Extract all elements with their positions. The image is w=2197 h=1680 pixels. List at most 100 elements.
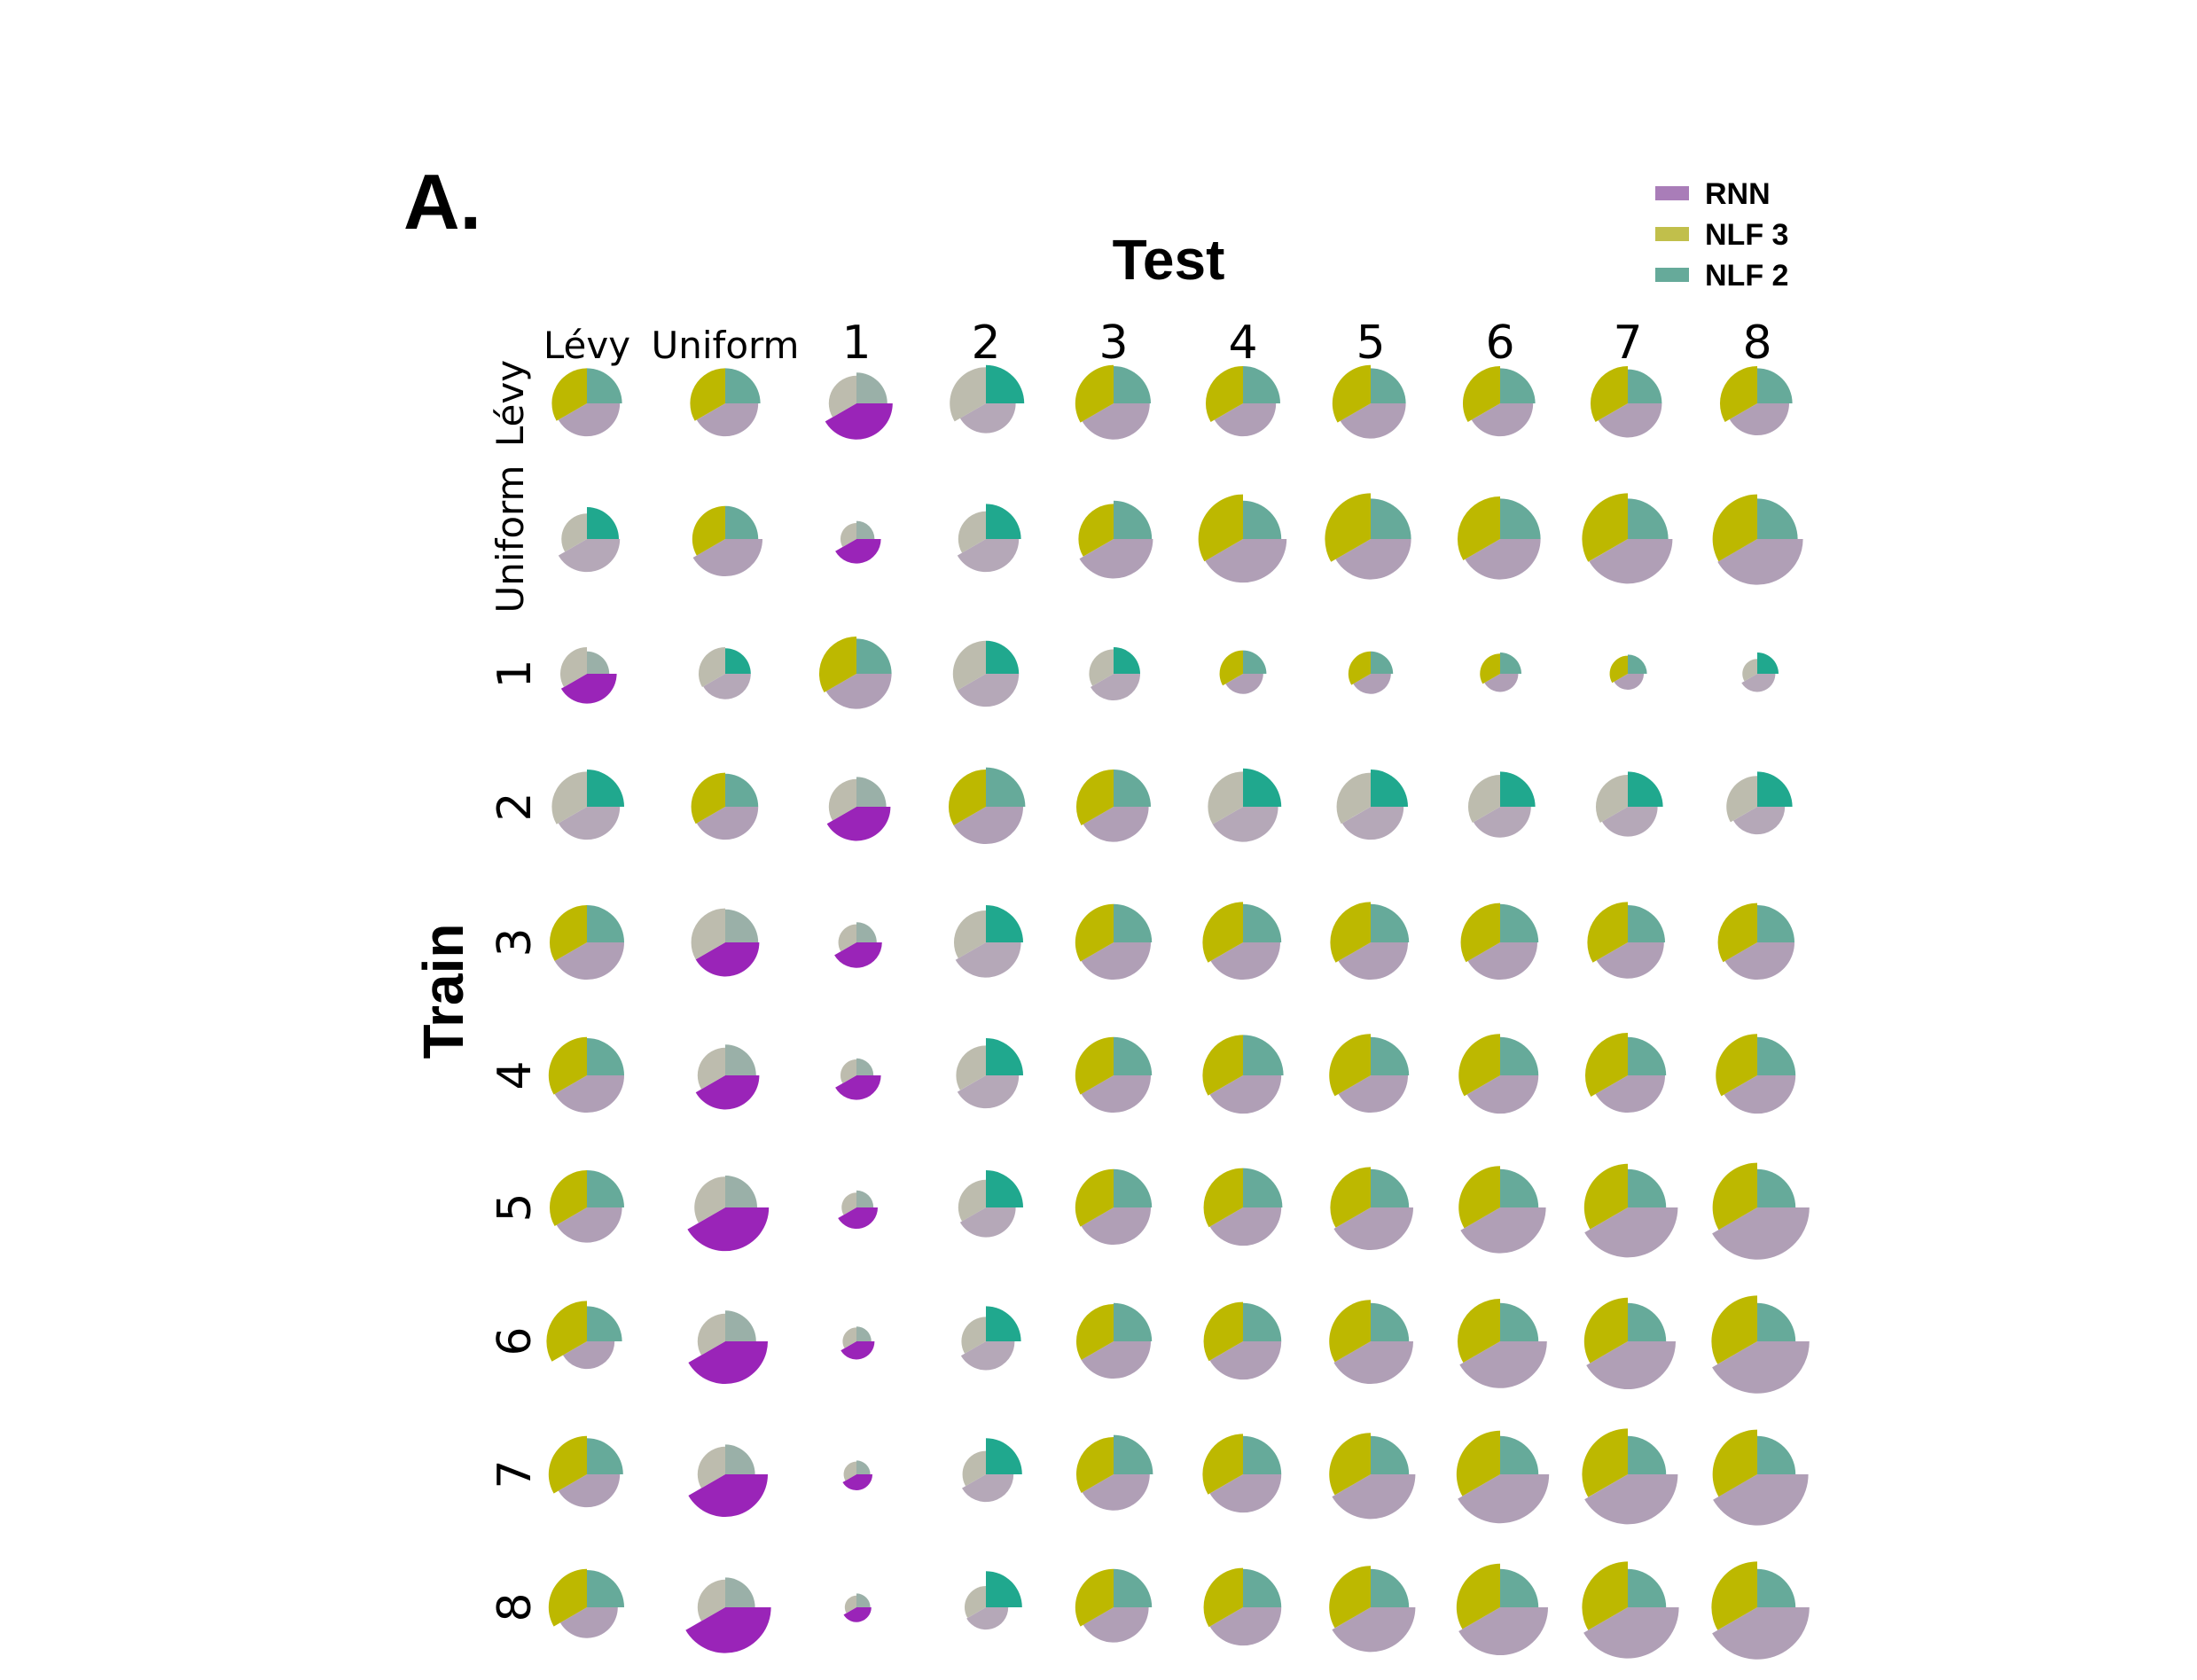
pie-cell-8-3	[1075, 1568, 1153, 1643]
pie-cell-4-6	[1458, 1034, 1539, 1114]
pie-cell-1-2	[952, 640, 1020, 707]
wedge-rnn	[1332, 1607, 1416, 1653]
wedge-nlf2	[1500, 1302, 1539, 1341]
wedge-nlf3	[697, 1579, 725, 1621]
wedge-nlf2	[1757, 1568, 1796, 1607]
wedge-rnn	[1459, 1341, 1547, 1388]
wedge-rnn	[1467, 942, 1537, 981]
wedge-nlf3	[1587, 902, 1628, 963]
wedge-nlf2	[1243, 1435, 1282, 1474]
wedge-nlf3	[698, 647, 725, 687]
pie-cell-4-4	[1202, 1035, 1284, 1114]
wedge-nlf3	[1075, 1036, 1114, 1095]
pie-cell-1-4	[1219, 650, 1267, 694]
wedge-nlf2	[1628, 1302, 1667, 1341]
column-label-7: 7	[1613, 316, 1642, 370]
legend-swatch-rnn	[1655, 186, 1689, 200]
pie-cell-3-5	[1330, 902, 1410, 981]
wedge-nlf3	[1198, 494, 1243, 562]
wedge-rnn	[558, 539, 621, 573]
wedge-nlf3	[561, 513, 587, 552]
wedge-nlf2	[1500, 771, 1536, 807]
wedge-nlf2	[587, 770, 624, 807]
wedge-nlf2	[1371, 368, 1406, 403]
wedge-nlf3	[843, 1461, 856, 1481]
wedge-nlf3	[1329, 1300, 1371, 1363]
wedge-rnn	[1335, 539, 1411, 580]
wedge-nlf3	[1457, 1299, 1500, 1363]
pie-cell-7-3	[1075, 1434, 1153, 1511]
pie-cell-8-5	[1329, 1566, 1416, 1653]
wedge-nlf2	[1757, 771, 1793, 807]
wedge-nlf3	[549, 1170, 587, 1226]
wedge-nlf3	[1348, 651, 1371, 685]
pie-cell-4-8	[1716, 1034, 1796, 1114]
wedge-nlf2	[1114, 1568, 1153, 1607]
column-label-8: 8	[1742, 316, 1771, 370]
wedge-rnn	[959, 1207, 1016, 1238]
wedge-nlf2	[1757, 1435, 1796, 1474]
pie-cell-8-4	[1203, 1567, 1282, 1646]
wedge-rnn	[1225, 674, 1263, 694]
wedge-rnn	[825, 403, 893, 440]
column-label-2: 2	[971, 316, 1000, 370]
wedge-rnn	[1209, 1207, 1282, 1246]
wedge-rnn	[1614, 674, 1644, 691]
wedge-nlf3	[1456, 1430, 1500, 1496]
wedge-rnn	[960, 1341, 1015, 1371]
wedge-nlf3	[1458, 1034, 1500, 1097]
wedge-nlf2	[587, 1438, 623, 1474]
wedge-nlf2	[856, 372, 887, 403]
wedge-nlf2	[1114, 647, 1140, 674]
pie-cell-3-2	[953, 905, 1023, 978]
wedge-rnn	[1484, 674, 1519, 692]
pie-cell-2-4	[1208, 768, 1282, 842]
wedge-nlf3	[1595, 775, 1628, 823]
pie-cell-5-7	[1583, 1163, 1678, 1258]
row-label-6: 6	[489, 1326, 542, 1356]
wedge-rnn	[1712, 1607, 1810, 1660]
wedge-rnn	[1589, 539, 1673, 584]
wedge-nlf2	[587, 1170, 624, 1207]
wedge-rnn	[1340, 403, 1406, 439]
wedge-nlf2	[1757, 498, 1798, 539]
row-label-4: 4	[489, 1060, 542, 1090]
wedge-rnn	[1458, 1607, 1548, 1656]
wedge-nlf2	[1243, 500, 1282, 539]
wedge-nlf3	[697, 1446, 725, 1489]
wedge-nlf2	[1500, 498, 1541, 539]
wedge-rnn	[696, 807, 759, 840]
wedge-nlf2	[1628, 905, 1665, 942]
wedge-rnn	[1724, 942, 1794, 981]
wedge-nlf3	[840, 1059, 856, 1083]
wedge-rnn	[559, 1607, 618, 1638]
pie-cell-8-1	[843, 1593, 872, 1622]
pie-cell-5-l-vy	[549, 1170, 624, 1243]
pie-cell-7-5	[1329, 1433, 1416, 1520]
wedge-nlf3	[1330, 1167, 1371, 1228]
wedge-nlf3	[1716, 1034, 1757, 1097]
wedge-nlf3	[1075, 1304, 1114, 1360]
wedge-nlf2	[1114, 770, 1151, 807]
wedge-nlf3	[1325, 493, 1371, 562]
pie-cell-1-1	[818, 637, 892, 709]
column-label-l-vy: Lévy	[543, 324, 630, 367]
wedge-nlf2	[856, 1593, 871, 1607]
pie-cell-uniform-7	[1582, 493, 1673, 584]
wedge-nlf3	[818, 637, 856, 692]
column-label-5: 5	[1356, 316, 1385, 370]
wedge-rnn	[1338, 942, 1408, 981]
wedge-nlf2	[1114, 1168, 1153, 1207]
wedge-rnn	[560, 674, 617, 704]
wedge-nlf3	[948, 770, 986, 825]
wedge-nlf2	[1500, 652, 1521, 674]
pie-cell-2-l-vy	[551, 770, 624, 840]
pie-cell-5-4	[1203, 1168, 1283, 1246]
wedge-nlf3	[694, 1176, 725, 1223]
wedge-nlf3	[1458, 1166, 1500, 1229]
wedge-nlf2	[587, 651, 610, 674]
pie-cell-1-uniform	[698, 647, 751, 699]
wedge-rnn	[695, 1075, 760, 1110]
pie-cell-uniform-2	[957, 504, 1021, 573]
